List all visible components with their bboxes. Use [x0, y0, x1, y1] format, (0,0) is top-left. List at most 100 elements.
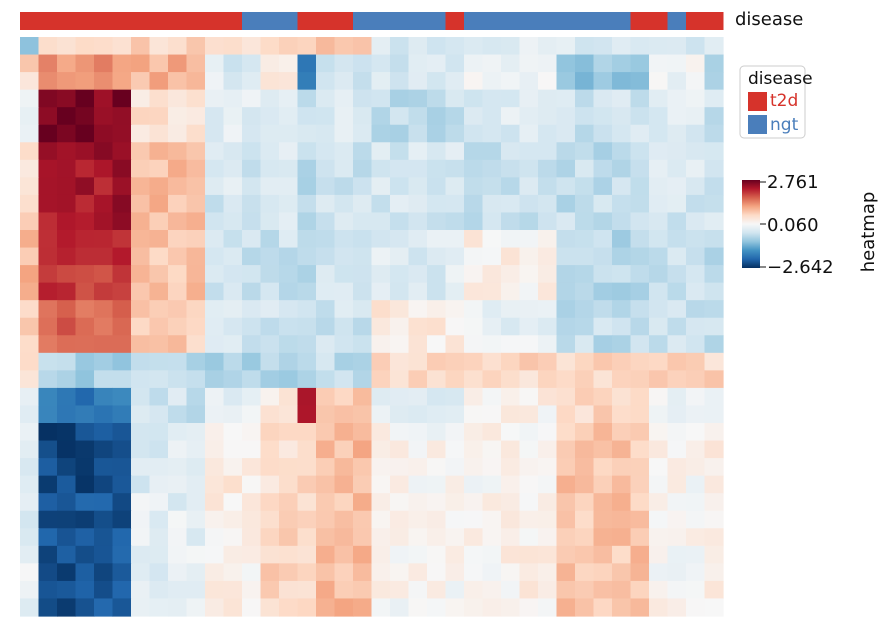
heatmap-cell: [186, 510, 206, 529]
heatmap-cell: [316, 282, 336, 301]
heatmap-cell: [612, 493, 632, 512]
heatmap-cell: [686, 124, 706, 143]
heatmap-cell: [186, 405, 206, 424]
heatmap-cell: [205, 72, 225, 91]
heatmap-cell: [186, 107, 206, 126]
heatmap-cell: [149, 247, 169, 266]
heatmap-cell: [464, 352, 484, 371]
heatmap-cell: [630, 37, 650, 56]
heatmap-cell: [593, 370, 613, 389]
heatmap-cell: [371, 159, 391, 178]
heatmap-cell: [75, 563, 95, 582]
heatmap-cell: [38, 265, 58, 284]
heatmap-cell: [168, 423, 188, 442]
heatmap-cell: [168, 212, 188, 231]
heatmap-cell: [408, 352, 428, 371]
heatmap-cell: [445, 370, 465, 389]
heatmap-cell: [408, 282, 428, 301]
heatmap-cell: [75, 212, 95, 231]
heatmap-cell: [464, 493, 484, 512]
heatmap-cell: [630, 458, 650, 477]
heatmap-cell: [297, 177, 317, 196]
heatmap-cell: [593, 580, 613, 600]
colorbar: 2.761 0.060 −2.642 heatmap: [742, 172, 879, 278]
heatmap-cell: [667, 580, 687, 600]
heatmap-cell: [464, 247, 484, 266]
heatmap-cell: [667, 563, 687, 582]
heatmap-cell: [371, 458, 391, 477]
heatmap-cell: [242, 335, 262, 354]
heatmap-cell: [427, 580, 447, 600]
heatmap-cell: [57, 335, 77, 354]
heatmap-cell: [223, 458, 243, 477]
heatmap-cell: [149, 89, 169, 108]
heatmap-cell: [501, 405, 521, 424]
heatmap-cell: [501, 247, 521, 266]
heatmap-cell: [464, 405, 484, 424]
heatmap-cell: [408, 405, 428, 424]
heatmap-cell: [464, 475, 484, 494]
heatmap-cell: [482, 352, 502, 371]
heatmap-cell: [75, 352, 95, 371]
heatmap-cell: [390, 458, 410, 477]
heatmap-cell: [390, 545, 410, 564]
heatmap-cell: [94, 107, 114, 126]
heatmap-cell: [75, 317, 95, 336]
heatmap-cell: [94, 458, 114, 477]
heatmap-cell: [334, 440, 354, 459]
heatmap-cell: [223, 352, 243, 371]
heatmap-cell: [519, 265, 539, 284]
heatmap-cell: [445, 230, 465, 249]
heatmap-cell: [464, 300, 484, 319]
heatmap-cell: [38, 230, 58, 249]
heatmap-cell: [593, 598, 613, 617]
heatmap-cell: [168, 563, 188, 582]
heatmap-cell: [186, 545, 206, 564]
heatmap-cell: [371, 528, 391, 547]
heatmap-cell: [390, 247, 410, 266]
legend-swatch-t2d: [748, 92, 767, 111]
heatmap-cell: [168, 124, 188, 143]
heatmap-cell: [149, 387, 169, 407]
heatmap-cell: [519, 212, 539, 231]
heatmap-cell: [667, 177, 687, 196]
heatmap-cell: [390, 177, 410, 196]
heatmap-cell: [316, 405, 336, 424]
heatmap-cell: [57, 563, 77, 582]
heatmap-cell: [519, 142, 539, 161]
heatmap-cell: [482, 528, 502, 547]
heatmap-cell: [667, 37, 687, 56]
heatmap-cell: [149, 194, 169, 214]
heatmap-cell: [371, 580, 391, 600]
heatmap-cell: [260, 54, 280, 73]
heatmap-cell: [519, 440, 539, 459]
heatmap-cell: [168, 598, 188, 617]
heatmap-cell: [334, 124, 354, 143]
heatmap-cell: [427, 282, 447, 301]
heatmap-cell: [538, 317, 558, 336]
heatmap-cell: [112, 54, 132, 73]
heatmap-cell: [260, 370, 280, 389]
heatmap-cell: [519, 37, 539, 56]
heatmap-cell: [20, 177, 40, 196]
heatmap-cell: [501, 265, 521, 284]
heatmap-cell: [612, 37, 632, 56]
heatmap-cell: [279, 265, 299, 284]
heatmap-cell: [390, 440, 410, 459]
heatmap-cell: [593, 265, 613, 284]
heatmap-cell: [464, 580, 484, 600]
heatmap-cell: [630, 528, 650, 547]
heatmap-cell: [223, 335, 243, 354]
heatmap-cell: [464, 265, 484, 284]
heatmap-cell: [593, 352, 613, 371]
heatmap-cell: [630, 335, 650, 354]
heatmap-cell: [556, 37, 576, 56]
heatmap-cell: [482, 300, 502, 319]
heatmap-cell: [649, 89, 669, 108]
heatmap-cell: [371, 563, 391, 582]
heatmap-cell: [112, 72, 132, 91]
heatmap-cell: [297, 423, 317, 442]
heatmap-cell: [205, 247, 225, 266]
heatmap-cell: [482, 405, 502, 424]
heatmap-cell: [445, 89, 465, 108]
